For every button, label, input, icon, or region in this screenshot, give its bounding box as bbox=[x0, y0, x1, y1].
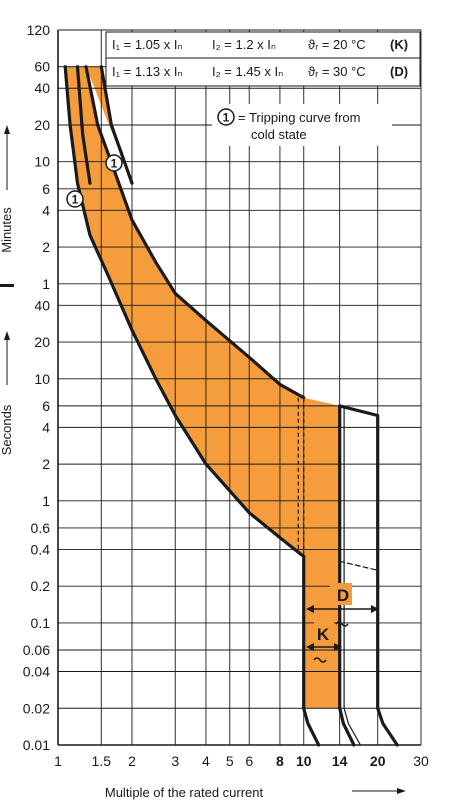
tripping-zone-fills bbox=[65, 66, 340, 709]
d-thermal-upper-curve bbox=[99, 65, 134, 185]
x-tick-label: 30 bbox=[413, 753, 429, 769]
y-tick-label: 40 bbox=[34, 297, 50, 313]
y-tick-label: 0.4 bbox=[31, 541, 51, 557]
y-tick-label: 2 bbox=[42, 239, 50, 255]
legend-k-code: (K) bbox=[390, 37, 408, 52]
x-tick-label: 1 bbox=[54, 753, 62, 769]
legend-box bbox=[105, 31, 421, 87]
legend-table: I₁ = 1.05 x Iₙ I₂ = 1.2 x Iₙ ϑᵣ = 20 °C … bbox=[105, 31, 421, 87]
curve-marker-d-circle bbox=[105, 154, 123, 172]
y-tick-label: 4 bbox=[42, 202, 50, 218]
d-thermal-lower-curve bbox=[75, 65, 92, 185]
y-tick-label: 6 bbox=[42, 398, 50, 414]
x-tick-label: 1.5 bbox=[92, 753, 112, 769]
minutes-seconds-separator bbox=[0, 284, 14, 287]
magnetic-range-annotations: D K bbox=[306, 583, 379, 663]
y-tick-label: 40 bbox=[34, 80, 50, 96]
y-tick-label: 0.04 bbox=[23, 664, 50, 680]
tripping-curves bbox=[63, 65, 399, 747]
tick-labels: 1 1.5 2 3 4 5 6 8 10 14 20 301206040201064214020106… bbox=[23, 22, 429, 769]
note-line-1: = Tripping curve from bbox=[238, 110, 360, 125]
d-column-inner-edge bbox=[343, 405, 361, 746]
x-tick-label: 10 bbox=[296, 753, 312, 769]
y-tick-label: 20 bbox=[34, 334, 50, 350]
curve-marker-d: 1 bbox=[105, 154, 123, 172]
curve-marker-d-number: 1 bbox=[111, 157, 118, 171]
y-tick-label: 60 bbox=[34, 59, 50, 75]
x-tick-label: 20 bbox=[370, 753, 386, 769]
tilde-d bbox=[335, 621, 349, 627]
note-marker-number: 1 bbox=[223, 111, 230, 125]
d-magnetic-upper-curve bbox=[338, 404, 399, 747]
k-thermal-upper-curve bbox=[84, 65, 306, 400]
label-d-background bbox=[330, 583, 352, 605]
x-tick-label: 4 bbox=[202, 753, 210, 769]
y-tick-label: 1 bbox=[42, 276, 50, 292]
legend-d-code: (D) bbox=[390, 64, 408, 79]
tripping-band-fill bbox=[65, 66, 340, 709]
minutes-arrow bbox=[4, 125, 10, 190]
y-tick-label: 2 bbox=[42, 456, 50, 472]
k-magnetic-upper-curve bbox=[338, 404, 356, 747]
axes bbox=[57, 29, 422, 746]
label-d: D bbox=[337, 586, 349, 605]
k-magnetic-lower-curve bbox=[302, 554, 321, 747]
x-tick-label: 8 bbox=[276, 753, 284, 769]
y-tick-label: 1 bbox=[42, 493, 50, 509]
x-tick-label: 14 bbox=[332, 753, 348, 769]
legend-k-temp: ϑᵣ = 20 °C bbox=[308, 37, 366, 52]
arrow-d-left-head bbox=[306, 605, 314, 613]
curve-marker-k-number: 1 bbox=[72, 193, 79, 207]
x-axis-label: Multiple of the rated current bbox=[105, 785, 264, 800]
label-k: K bbox=[317, 625, 330, 644]
x-axis-arrow bbox=[352, 788, 406, 794]
y-tick-label: 0.1 bbox=[31, 615, 51, 631]
y-tick-label: 4 bbox=[42, 419, 50, 435]
k-thermal-lower-curve bbox=[63, 65, 306, 559]
arrow-k-left-head bbox=[306, 643, 314, 651]
y-axis-label-seconds: Seconds bbox=[0, 404, 14, 455]
y-tick-label: 20 bbox=[34, 117, 50, 133]
note-marker-circle bbox=[217, 108, 235, 126]
curve-marker-k: 1 bbox=[66, 190, 84, 208]
y-tick-label: 6 bbox=[42, 181, 50, 197]
curve-marker-k-circle bbox=[66, 190, 84, 208]
y-axis-label-minutes: Minutes bbox=[0, 207, 14, 253]
y-tick-label: 0.06 bbox=[23, 642, 50, 658]
x-tick-label: 3 bbox=[171, 753, 179, 769]
legend-k-i1: I₁ = 1.05 x Iₙ bbox=[112, 37, 183, 52]
seconds-arrow bbox=[4, 331, 10, 385]
legend-k-i2: I₂ = 1.2 x Iₙ bbox=[212, 37, 276, 52]
cold-state-note: 1 = Tripping curve from cold state bbox=[212, 104, 392, 146]
x-tick-label: 6 bbox=[245, 753, 253, 769]
legend-d-temp: ϑᵣ = 30 °C bbox=[308, 64, 366, 79]
x-tick-label: 2 bbox=[128, 753, 136, 769]
x-tick-label: 5 bbox=[226, 753, 234, 769]
y-tick-label: 0.01 bbox=[23, 737, 50, 753]
y-tick-label: 0.6 bbox=[31, 520, 51, 536]
note-background bbox=[212, 104, 392, 146]
label-k-background bbox=[314, 622, 334, 644]
tilde-k bbox=[313, 657, 327, 663]
y-tick-label: 10 bbox=[34, 371, 50, 387]
legend-d-i2: I₂ = 1.45 x Iₙ bbox=[212, 64, 283, 79]
y-tick-label: 0.2 bbox=[31, 578, 51, 594]
arrow-d-right-head bbox=[371, 605, 379, 613]
note-line-2: cold state bbox=[251, 127, 307, 142]
y-tick-label: 10 bbox=[34, 154, 50, 170]
legend-d-i1: I₁ = 1.13 x Iₙ bbox=[112, 64, 183, 79]
d-magnetic-lower-dashed bbox=[339, 560, 379, 571]
y-tick-label: 0.02 bbox=[23, 700, 50, 716]
y-tick-label: 120 bbox=[27, 22, 51, 38]
arrow-k-right-head bbox=[334, 643, 342, 651]
